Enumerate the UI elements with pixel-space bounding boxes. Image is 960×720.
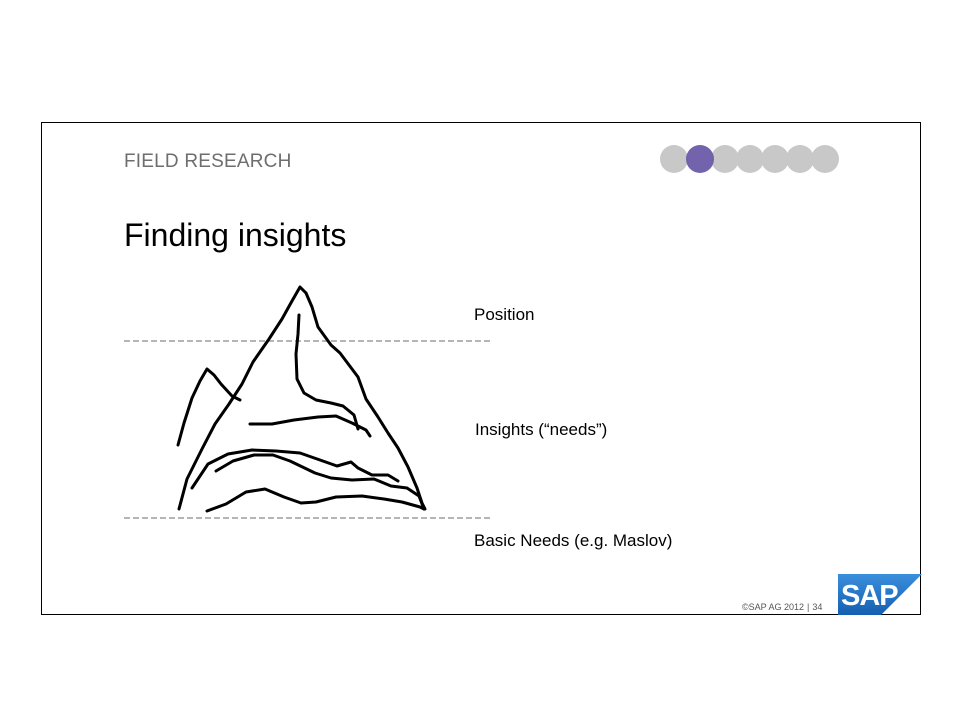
sap-logo-text: SAP: [841, 580, 898, 612]
progress-dot: [711, 145, 739, 173]
slide-footer: ©SAP AG 2012 | 34: [742, 602, 822, 612]
sap-logo: SAP ®: [838, 574, 922, 615]
page-number: 34: [812, 602, 823, 612]
insights-label: Insights (“needs”): [475, 420, 608, 439]
progress-dot-active: [686, 145, 714, 173]
progress-dot: [660, 145, 688, 173]
footer-separator: |: [807, 602, 810, 612]
basic-needs-label: Basic Needs (e.g. Maslov): [474, 531, 673, 550]
iceberg-drawing: [124, 285, 490, 519]
progress-dot: [811, 145, 839, 173]
section-title: FIELD RESEARCH: [124, 151, 292, 172]
progress-dot: [736, 145, 764, 173]
position-label: Position: [474, 305, 535, 324]
iceberg-sketch: [176, 285, 427, 513]
slide: FIELD RESEARCH Finding insights: [41, 122, 922, 615]
progress-dots: [660, 145, 844, 173]
copyright-text: ©SAP AG 2012: [742, 602, 805, 612]
slide-title: Finding insights: [124, 217, 347, 253]
progress-dot: [786, 145, 814, 173]
svg-text:®: ®: [890, 609, 895, 615]
progress-dot: [761, 145, 789, 173]
